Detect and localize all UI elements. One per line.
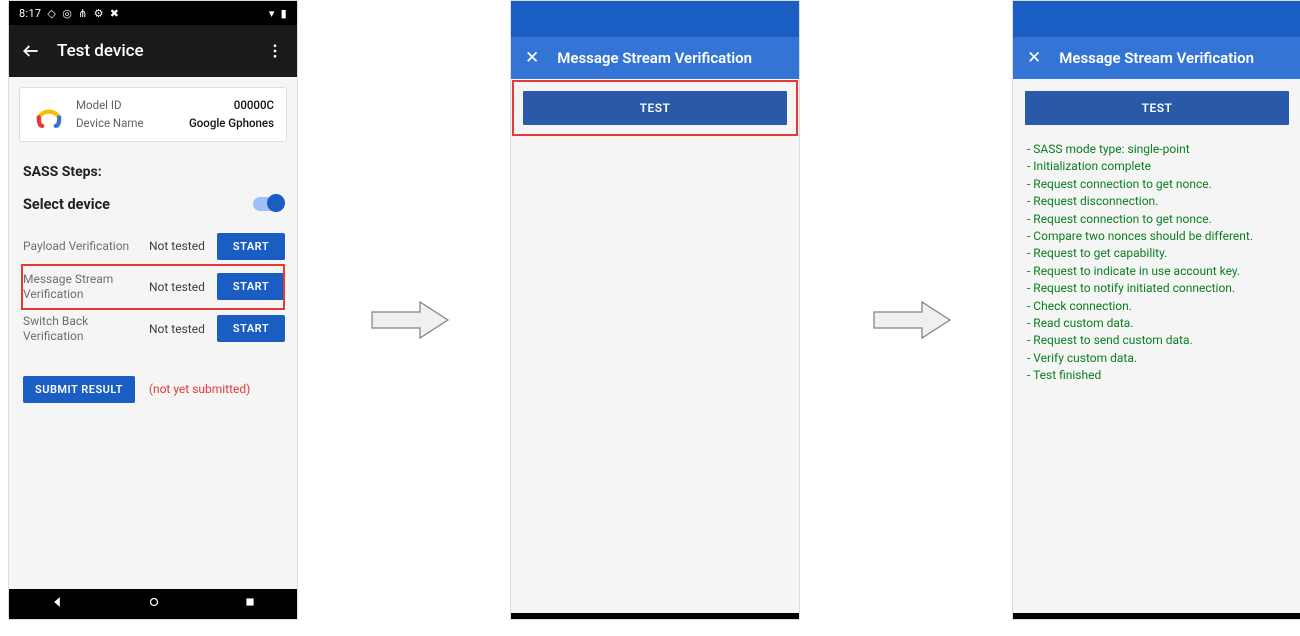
log-line: Request disconnection. (1027, 193, 1287, 210)
start-button[interactable]: START (217, 315, 285, 342)
step-name: Switch Back Verification (23, 314, 141, 344)
bottom-edge (511, 613, 799, 619)
submit-status: (not yet submitted) (149, 382, 251, 396)
screen-title: Message Stream Verification (1059, 49, 1254, 67)
phone-1: 8:17 ◇ ◎ ⋔ ⚙ ✖ ▾ ▮ (8, 0, 298, 620)
app-bar: ✕ Message Stream Verification (1013, 37, 1300, 79)
status-time: 8:17 (19, 7, 41, 20)
top-band (511, 1, 799, 37)
test-button-container: TEST (511, 79, 799, 137)
log-line: Verify custom data. (1027, 350, 1287, 367)
test-log: SASS mode type: single-pointInitializati… (1013, 137, 1300, 388)
model-id-value: 00000C (234, 96, 274, 114)
log-line: SASS mode type: single-point (1027, 141, 1287, 158)
flow-arrow-icon (872, 300, 952, 340)
flow-arrow-icon (370, 300, 450, 340)
device-avatar-icon (32, 97, 66, 131)
submit-result-button[interactable]: SUBMIT RESULT (23, 376, 135, 403)
nav-back-icon[interactable] (50, 595, 64, 613)
phone-2: ✕ Message Stream Verification TEST (510, 0, 800, 620)
overflow-menu-icon[interactable] (265, 41, 285, 61)
log-line: Request to notify initiated connection. (1027, 280, 1287, 297)
device-name-value: Google Gphones (189, 114, 274, 132)
step-name: Payload Verification (23, 239, 141, 254)
wifi-icon: ▾ (269, 8, 275, 19)
step-row: Switch Back Verification Not tested START (23, 308, 283, 350)
start-button[interactable]: START (217, 233, 285, 260)
status-icon: ◎ (62, 8, 72, 19)
step-status: Not tested (149, 239, 209, 253)
log-line: Read custom data. (1027, 315, 1287, 332)
nav-home-icon[interactable] (147, 595, 161, 613)
back-icon[interactable] (21, 41, 41, 61)
android-nav-bar (9, 589, 297, 619)
log-line: Test finished (1027, 367, 1287, 384)
log-line: Request connection to get nonce. (1027, 176, 1287, 193)
status-icon: ◇ (47, 8, 56, 19)
test-button-container: TEST (1013, 79, 1300, 137)
log-line: Request to send custom data. (1027, 332, 1287, 349)
model-id-label: Model ID (76, 96, 122, 114)
step-status: Not tested (149, 322, 209, 336)
app-bar: Test device (9, 25, 297, 77)
log-line: Compare two nonces should be different. (1027, 228, 1287, 245)
step-row: Message Stream Verification Not tested STA… (23, 266, 283, 308)
log-line: Initialization complete (1027, 158, 1287, 175)
device-name-label: Device Name (76, 114, 144, 132)
step-name: Message Stream Verification (23, 272, 141, 302)
app-bar: ✕ Message Stream Verification (511, 37, 799, 79)
log-line: Check connection. (1027, 298, 1287, 315)
select-device-label: Select device (23, 196, 110, 213)
nav-recent-icon[interactable] (244, 596, 256, 612)
battery-icon: ▮ (281, 8, 287, 19)
log-line: Request connection to get nonce. (1027, 211, 1287, 228)
step-status: Not tested (149, 280, 209, 294)
step-row: Payload Verification Not tested START (23, 227, 283, 266)
select-device-toggle[interactable] (253, 197, 283, 211)
log-line: Request to indicate in use account key. (1027, 263, 1287, 280)
start-button[interactable]: START (217, 273, 285, 300)
close-icon[interactable]: ✕ (1027, 48, 1041, 68)
status-icon: ⚙ (94, 8, 104, 19)
sass-heading: SASS Steps: (23, 164, 283, 180)
status-icon: ⋔ (78, 8, 88, 19)
test-button[interactable]: TEST (523, 91, 787, 125)
status-icon: ✖ (110, 8, 120, 19)
log-line: Request to get capability. (1027, 245, 1287, 262)
top-band (1013, 1, 1300, 37)
phone-3: ✕ Message Stream Verification TEST SASS … (1012, 0, 1300, 620)
screen-title: Message Stream Verification (557, 49, 752, 67)
device-card: Model ID 00000C Device Name Google Gphon… (19, 87, 287, 142)
steps-list: Payload VerificationNot testedSTARTMessa… (23, 227, 283, 350)
close-icon[interactable]: ✕ (525, 48, 539, 68)
app-title: Test device (57, 41, 144, 61)
android-status-bar: 8:17 ◇ ◎ ⋔ ⚙ ✖ ▾ ▮ (9, 1, 297, 25)
test-button[interactable]: TEST (1025, 91, 1289, 125)
bottom-edge (1013, 613, 1300, 619)
